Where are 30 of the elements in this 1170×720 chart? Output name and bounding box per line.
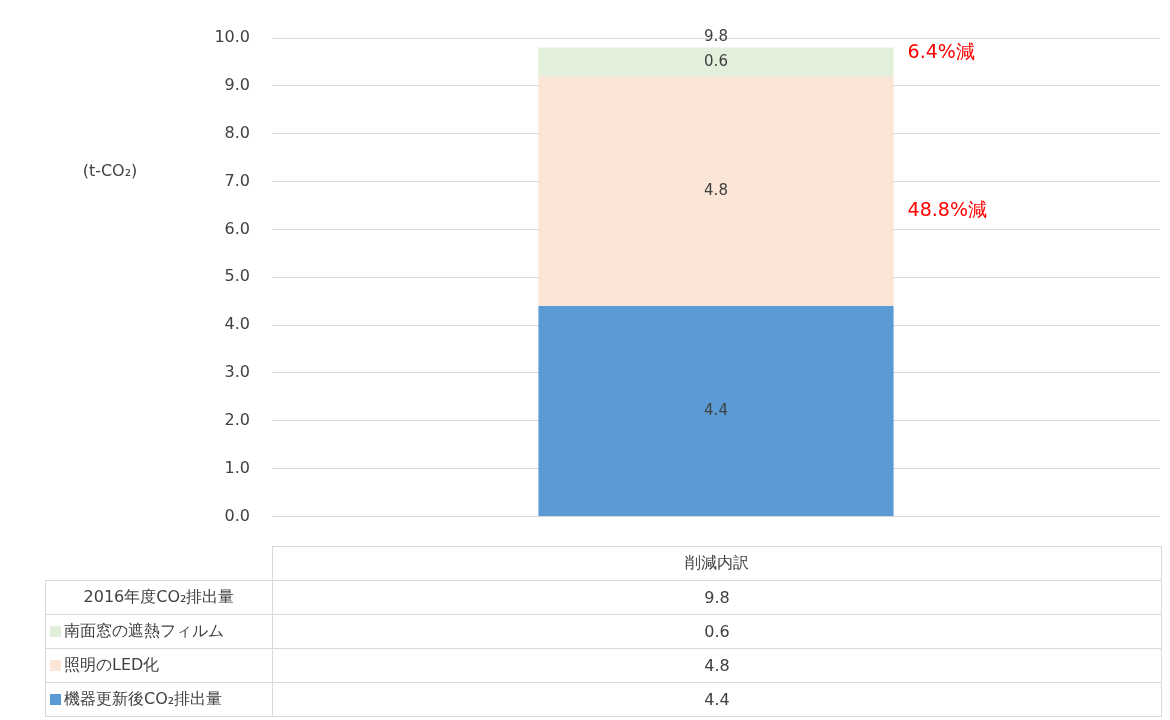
x-tick-label: 削減内訳 <box>272 546 1162 581</box>
y-tick-label: 10.0 <box>214 27 250 47</box>
total-label: 9.8 <box>704 27 728 46</box>
y-tick-label: 1.0 <box>224 457 250 477</box>
text: 0.6 <box>704 622 730 641</box>
y-tick-label: 5.0 <box>224 266 250 286</box>
bar <box>538 76 894 306</box>
data-label: 4.4 <box>704 400 728 419</box>
y-axis-title: (t-CO₂) <box>82 161 138 181</box>
legend-label: 南面窓の遮熱フィルム <box>45 614 273 649</box>
text: 2016年度CO₂排出量 <box>45 580 273 615</box>
annotation: 48.8%減 <box>907 198 987 221</box>
legend-label: 機器更新後CO₂排出量 <box>45 682 273 717</box>
y-tick-label: 3.0 <box>224 362 250 382</box>
bar <box>538 47 894 77</box>
y-tick-label: 9.0 <box>224 75 250 94</box>
legend-label: 照明のLED化 <box>45 648 273 683</box>
bar <box>538 305 894 516</box>
text: 4.4 <box>704 690 730 709</box>
y-tick-label: 8.0 <box>224 122 250 142</box>
y-tick-label: 2.0 <box>224 409 250 429</box>
y-tick-label: 4.0 <box>224 314 250 334</box>
y-tick-label: 7.0 <box>224 170 250 190</box>
text: 4.8 <box>704 656 730 675</box>
text: 9.8 <box>704 588 730 607</box>
data-label: 0.6 <box>704 51 728 70</box>
annotation: 6.4%減 <box>907 39 975 62</box>
y-tick-label: 6.0 <box>224 218 250 238</box>
y-tick-label: 0.0 <box>224 505 250 525</box>
data-label: 4.8 <box>704 180 728 199</box>
